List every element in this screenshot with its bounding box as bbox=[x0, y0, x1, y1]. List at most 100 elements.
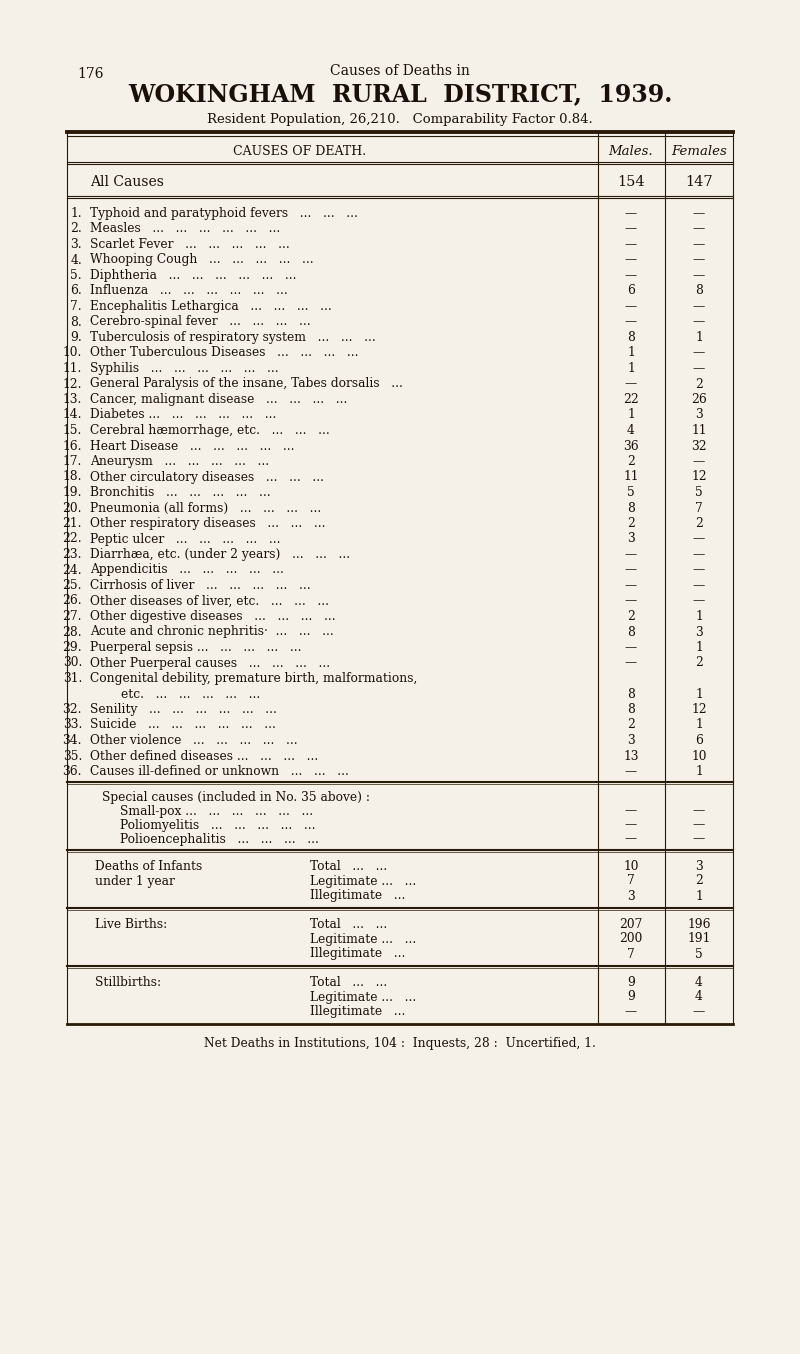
Text: Females: Females bbox=[671, 145, 727, 158]
Text: under 1 year: under 1 year bbox=[95, 875, 175, 887]
Text: 25.: 25. bbox=[62, 580, 82, 592]
Text: —: — bbox=[625, 207, 637, 219]
Text: —: — bbox=[625, 315, 637, 329]
Text: —: — bbox=[693, 819, 705, 831]
Text: 5.: 5. bbox=[70, 269, 82, 282]
Text: —: — bbox=[693, 563, 705, 577]
Text: 36: 36 bbox=[623, 440, 639, 452]
Text: All Causes: All Causes bbox=[90, 175, 164, 190]
Text: 6.: 6. bbox=[70, 284, 82, 298]
Text: Influenza   ...   ...   ...   ...   ...   ...: Influenza ... ... ... ... ... ... bbox=[90, 284, 288, 298]
Text: Cerebral hæmorrhage, etc.   ...   ...   ...: Cerebral hæmorrhage, etc. ... ... ... bbox=[90, 424, 330, 437]
Text: 7: 7 bbox=[695, 501, 703, 515]
Text: 14.: 14. bbox=[62, 409, 82, 421]
Text: 207: 207 bbox=[619, 918, 642, 930]
Text: Diphtheria   ...   ...   ...   ...   ...   ...: Diphtheria ... ... ... ... ... ... bbox=[90, 269, 297, 282]
Text: —: — bbox=[625, 804, 637, 818]
Text: Causes ill-defined or unknown   ...   ...   ...: Causes ill-defined or unknown ... ... ..… bbox=[90, 765, 349, 779]
Text: Scarlet Fever   ...   ...   ...   ...   ...: Scarlet Fever ... ... ... ... ... bbox=[90, 238, 290, 250]
Text: 15.: 15. bbox=[62, 424, 82, 437]
Text: 24.: 24. bbox=[62, 563, 82, 577]
Text: Diabetes ...   ...   ...   ...   ...   ...: Diabetes ... ... ... ... ... ... bbox=[90, 409, 276, 421]
Text: Other circulatory diseases   ...   ...   ...: Other circulatory diseases ... ... ... bbox=[90, 470, 324, 483]
Text: 3: 3 bbox=[695, 860, 703, 872]
Text: 8: 8 bbox=[627, 703, 635, 716]
Text: 1: 1 bbox=[695, 640, 703, 654]
Text: Cancer, malignant disease   ...   ...   ...   ...: Cancer, malignant disease ... ... ... ..… bbox=[90, 393, 347, 406]
Text: 154: 154 bbox=[617, 175, 645, 190]
Text: —: — bbox=[625, 640, 637, 654]
Text: 29.: 29. bbox=[62, 640, 82, 654]
Text: Suicide   ...   ...   ...   ...   ...   ...: Suicide ... ... ... ... ... ... bbox=[90, 719, 276, 731]
Text: Heart Disease   ...   ...   ...   ...   ...: Heart Disease ... ... ... ... ... bbox=[90, 440, 294, 452]
Text: 12: 12 bbox=[691, 470, 707, 483]
Text: Stillbirths:: Stillbirths: bbox=[95, 975, 161, 988]
Text: Other defined diseases ...   ...   ...   ...: Other defined diseases ... ... ... ... bbox=[90, 750, 318, 762]
Text: —: — bbox=[693, 238, 705, 250]
Text: 12: 12 bbox=[691, 703, 707, 716]
Text: 5: 5 bbox=[627, 486, 635, 500]
Text: 4: 4 bbox=[695, 975, 703, 988]
Text: 34.: 34. bbox=[62, 734, 82, 747]
Text: 28.: 28. bbox=[62, 626, 82, 639]
Text: —: — bbox=[625, 253, 637, 267]
Text: 2.: 2. bbox=[70, 222, 82, 236]
Text: Legitimate ...   ...: Legitimate ... ... bbox=[310, 933, 416, 945]
Text: 5: 5 bbox=[695, 948, 703, 960]
Text: 7: 7 bbox=[627, 875, 635, 887]
Text: Males.: Males. bbox=[609, 145, 654, 158]
Text: 1: 1 bbox=[627, 347, 635, 360]
Text: —: — bbox=[693, 1006, 705, 1018]
Text: 3: 3 bbox=[627, 734, 635, 747]
Text: 31.: 31. bbox=[62, 672, 82, 685]
Text: WOKINGHAM  RURAL  DISTRICT,  1939.: WOKINGHAM RURAL DISTRICT, 1939. bbox=[128, 83, 672, 106]
Text: 3: 3 bbox=[695, 626, 703, 639]
Text: —: — bbox=[693, 347, 705, 360]
Text: 3: 3 bbox=[627, 532, 635, 546]
Text: CAUSES OF DEATH.: CAUSES OF DEATH. bbox=[234, 145, 366, 158]
Text: —: — bbox=[625, 819, 637, 831]
Text: —: — bbox=[693, 222, 705, 236]
Text: 1: 1 bbox=[695, 765, 703, 779]
Text: Peptic ulcer   ...   ...   ...   ...   ...: Peptic ulcer ... ... ... ... ... bbox=[90, 532, 281, 546]
Text: Special causes (included in No. 35 above) :: Special causes (included in No. 35 above… bbox=[102, 791, 370, 803]
Text: Legitimate ...   ...: Legitimate ... ... bbox=[310, 991, 416, 1003]
Text: Appendicitis   ...   ...   ...   ...   ...: Appendicitis ... ... ... ... ... bbox=[90, 563, 284, 577]
Text: 2: 2 bbox=[695, 378, 703, 390]
Text: 2: 2 bbox=[695, 875, 703, 887]
Text: 30.: 30. bbox=[62, 657, 82, 669]
Text: 26: 26 bbox=[691, 393, 707, 406]
Text: —: — bbox=[625, 563, 637, 577]
Text: —: — bbox=[693, 532, 705, 546]
Text: 35.: 35. bbox=[62, 750, 82, 762]
Text: Other respiratory diseases   ...   ...   ...: Other respiratory diseases ... ... ... bbox=[90, 517, 326, 529]
Text: 22.: 22. bbox=[62, 532, 82, 546]
Text: 7: 7 bbox=[627, 948, 635, 960]
Text: Measles   ...   ...   ...   ...   ...   ...: Measles ... ... ... ... ... ... bbox=[90, 222, 280, 236]
Text: 1: 1 bbox=[695, 611, 703, 623]
Text: Syphilis   ...   ...   ...   ...   ...   ...: Syphilis ... ... ... ... ... ... bbox=[90, 362, 278, 375]
Text: —: — bbox=[625, 222, 637, 236]
Text: Legitimate ...   ...: Legitimate ... ... bbox=[310, 875, 416, 887]
Text: 1: 1 bbox=[695, 890, 703, 903]
Text: 36.: 36. bbox=[62, 765, 82, 779]
Text: Encephalitis Lethargica   ...   ...   ...   ...: Encephalitis Lethargica ... ... ... ... bbox=[90, 301, 332, 313]
Text: —: — bbox=[693, 253, 705, 267]
Text: 32: 32 bbox=[691, 440, 707, 452]
Text: 7.: 7. bbox=[70, 301, 82, 313]
Text: Other violence   ...   ...   ...   ...   ...: Other violence ... ... ... ... ... bbox=[90, 734, 298, 747]
Text: Senility   ...   ...   ...   ...   ...   ...: Senility ... ... ... ... ... ... bbox=[90, 703, 277, 716]
Text: —: — bbox=[625, 378, 637, 390]
Text: —: — bbox=[693, 548, 705, 561]
Text: 10: 10 bbox=[623, 860, 638, 872]
Text: Total   ...   ...: Total ... ... bbox=[310, 975, 387, 988]
Text: Congenital debility, premature birth, malformations,: Congenital debility, premature birth, ma… bbox=[90, 672, 418, 685]
Text: etc.   ...   ...   ...   ...   ...: etc. ... ... ... ... ... bbox=[90, 688, 260, 700]
Text: Total   ...   ...: Total ... ... bbox=[310, 918, 387, 930]
Text: 1: 1 bbox=[695, 688, 703, 700]
Text: —: — bbox=[693, 207, 705, 219]
Text: 12.: 12. bbox=[62, 378, 82, 390]
Text: 32.: 32. bbox=[62, 703, 82, 716]
Text: Resident Population, 26,210.   Comparability Factor 0.84.: Resident Population, 26,210. Comparabili… bbox=[207, 112, 593, 126]
Text: Other diseases of liver, etc.   ...   ...   ...: Other diseases of liver, etc. ... ... ..… bbox=[90, 594, 329, 608]
